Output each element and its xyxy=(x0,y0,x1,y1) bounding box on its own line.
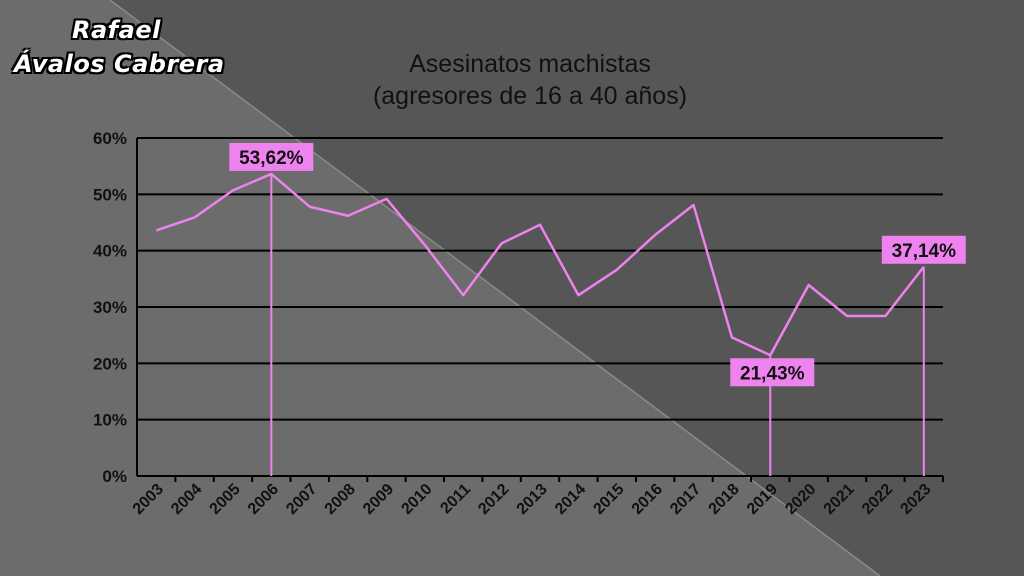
x-tick-label: 2018 xyxy=(706,481,743,518)
chart-subtitle: (agresores de 16 a 40 años) xyxy=(372,82,688,110)
x-tick-label: 2004 xyxy=(168,481,205,518)
highlight-label-box xyxy=(881,235,966,264)
x-tick-label: 2016 xyxy=(629,481,666,518)
y-tick-label: 20% xyxy=(93,354,127,373)
x-tick-label: 2015 xyxy=(590,481,627,518)
x-tick-label: 2023 xyxy=(897,481,934,518)
author-name-line2: Ávalos Cabrera xyxy=(14,50,225,78)
highlight-label-box xyxy=(229,142,314,171)
y-tick-label: 30% xyxy=(93,298,127,317)
author-name-line1: Rafael xyxy=(72,16,161,44)
series-line xyxy=(155,172,925,357)
background-panel-light xyxy=(0,0,880,576)
x-tick-label: 2021 xyxy=(821,481,858,518)
x-tick-label: 2012 xyxy=(475,481,512,518)
x-tick-label: 2020 xyxy=(782,481,819,518)
x-tick-label: 2011 xyxy=(437,481,474,518)
y-tick-label: 0% xyxy=(102,467,127,486)
x-tick-label: 2007 xyxy=(283,481,320,518)
x-tick-label: 2009 xyxy=(360,481,397,518)
y-tick-label: 10% xyxy=(93,411,127,430)
x-tick-label: 2013 xyxy=(514,481,551,518)
x-tick-label: 2005 xyxy=(207,481,244,518)
y-tick-label: 60% xyxy=(93,129,127,148)
x-tick-label: 2019 xyxy=(744,481,781,518)
chart-title: Asesinatos machistas xyxy=(409,50,651,78)
highlight-label-box xyxy=(730,358,815,387)
x-tick-label: 2014 xyxy=(552,481,589,518)
x-tick-label: 2008 xyxy=(322,481,359,518)
highlight-label: 37,14% xyxy=(892,241,957,262)
highlight-label: 21,43% xyxy=(740,363,805,384)
x-tick-label: 2006 xyxy=(245,481,282,518)
highlight-label: 53,62% xyxy=(239,148,304,169)
x-tick-label: 2003 xyxy=(130,481,167,518)
y-tick-label: 40% xyxy=(93,242,127,261)
x-tick-label: 2010 xyxy=(398,481,435,518)
x-tick-label: 2017 xyxy=(667,481,704,518)
x-tick-label: 2022 xyxy=(859,481,896,518)
y-tick-label: 50% xyxy=(93,185,127,204)
